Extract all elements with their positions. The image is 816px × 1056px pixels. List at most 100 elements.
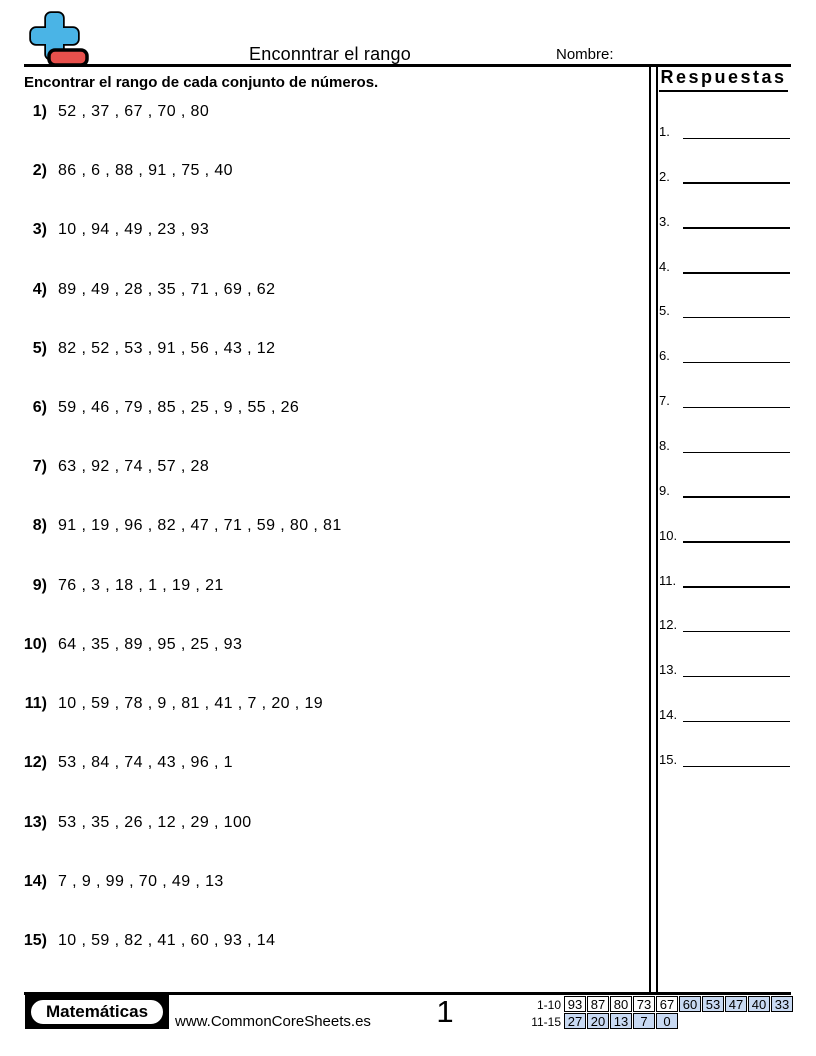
problem-values: 52 , 37 , 67 , 70 , 80 (58, 103, 210, 120)
problem-values: 76 , 3 , 18 , 1 , 19 , 21 (58, 576, 224, 594)
score-grid-row1: 93 87 80 73 67 60 53 47 40 33 (564, 996, 794, 1012)
answer-slot-number: 5. (659, 303, 670, 319)
answer-slot: 12. (655, 617, 795, 637)
problem-values: 53 , 35 , 26 , 12 , 29 , 100 (58, 813, 252, 831)
problem-row: 13) 53 , 35 , 26 , 12 , 29 , 100 (0, 814, 645, 834)
brand-logo-label: Matemáticas (29, 998, 165, 1026)
answer-slot-number: 15. (659, 752, 678, 768)
problem-number: 3) (32, 221, 47, 239)
answer-slot-number: 13. (659, 662, 678, 678)
answer-write-line (683, 406, 790, 409)
score-cell: 73 (633, 996, 655, 1012)
problem-values: 91 , 19 , 96 , 82 , 47 , 71 , 59 , 80 , … (58, 517, 342, 535)
answer-slot: 5. (655, 303, 795, 323)
problem-row: 3) 10 , 94 , 49 , 23 , 93 (0, 221, 645, 241)
problem-number: 6) (32, 399, 47, 417)
problem-number: 2) (32, 162, 47, 180)
answer-write-line (683, 227, 790, 229)
answer-slot-number: 12. (659, 617, 678, 633)
problem-number: 10) (23, 635, 47, 653)
answer-slot: 7. (655, 393, 795, 413)
answer-slot: 6. (655, 348, 795, 368)
problem-row: 10) 64 , 35 , 89 , 95 , 25 , 93 (0, 636, 645, 656)
problem-row: 6) 59 , 46 , 79 , 85 , 25 , 9 , 55 , 26 (0, 399, 645, 419)
answer-slot-number: 9. (659, 482, 670, 498)
answer-slot: 9. (655, 483, 795, 503)
answer-write-line (683, 361, 790, 364)
plus-minus-icon (28, 10, 90, 68)
problem-number: 9) (32, 576, 47, 594)
answer-slot-number: 2. (659, 168, 670, 184)
score-cell: 47 (725, 996, 747, 1012)
problem-row: 12) 53 , 84 , 74 , 43 , 96 , 1 (0, 754, 645, 774)
problem-number: 4) (32, 280, 47, 298)
instruction-text: Encontrar el rango de cada conjunto de n… (24, 74, 379, 91)
answer-slot: 3. (655, 214, 795, 234)
answer-write-line (683, 137, 790, 139)
answer-write-line (683, 541, 790, 543)
problem-row: 4) 89 , 49 , 28 , 35 , 71 , 69 , 62 (0, 281, 645, 301)
score-cell: 40 (748, 996, 770, 1012)
brand-logo: Matemáticas (25, 995, 169, 1029)
score-cell: 33 (771, 996, 793, 1012)
score-row2-label: 11-15 (531, 1015, 561, 1029)
score-cell: 67 (656, 996, 678, 1012)
answers-panel-header: Respuestas (655, 67, 792, 92)
problem-row: 15) 10 , 59 , 82 , 41 , 60 , 93 , 14 (0, 932, 645, 952)
answer-slot: 8. (655, 438, 795, 458)
answer-slot: 14. (655, 707, 795, 727)
answer-write-line (683, 586, 790, 588)
answer-slot: 4. (655, 259, 795, 279)
problem-values: 10 , 59 , 82 , 41 , 60 , 93 , 14 (58, 931, 276, 949)
answer-slot: 15. (655, 752, 795, 772)
problem-row: 14) 7 , 9 , 99 , 70 , 49 , 13 (0, 873, 645, 893)
score-cell: 80 (610, 996, 632, 1012)
problem-row: 11) 10 , 59 , 78 , 9 , 81 , 41 , 7 , 20 … (0, 695, 645, 715)
problem-row: 7) 63 , 92 , 74 , 57 , 28 (0, 458, 645, 478)
answer-write-line (683, 182, 790, 184)
score-cell: 60 (679, 996, 701, 1012)
problem-values: 59 , 46 , 79 , 85 , 25 , 9 , 55 , 26 (58, 399, 300, 417)
answers-panel-title: Respuestas (659, 67, 788, 92)
name-label: Nombre: (556, 46, 614, 63)
header-divider-line (24, 64, 791, 67)
score-cell: 53 (702, 996, 724, 1012)
problem-values: 82 , 52 , 53 , 91 , 56 , 43 , 12 (58, 339, 276, 357)
answer-write-line (683, 272, 790, 274)
score-cell: 87 (587, 996, 609, 1012)
problem-values: 86 , 6 , 88 , 91 , 75 , 40 (58, 162, 233, 180)
answer-slot: 2. (655, 169, 795, 189)
answer-write-line (683, 765, 790, 768)
website-text: www.CommonCoreSheets.es (175, 1013, 371, 1030)
problem-row: 8) 91 , 19 , 96 , 82 , 47 , 71 , 59 , 80… (0, 517, 645, 537)
score-cell: 27 (564, 1013, 586, 1029)
score-cell: 13 (610, 1013, 632, 1029)
answer-slot-number: 1. (659, 124, 670, 139)
answer-slot-number: 4. (659, 258, 670, 274)
answer-slot: 11. (655, 573, 795, 593)
problem-values: 63 , 92 , 74 , 57 , 28 (58, 458, 210, 476)
score-row1-label: 1-10 (536, 998, 561, 1012)
problem-values: 10 , 94 , 49 , 23 , 93 (58, 221, 210, 239)
problem-number: 5) (32, 339, 47, 357)
problem-number: 13) (23, 813, 47, 831)
answer-slot-number: 8. (659, 438, 670, 454)
problem-values: 10 , 59 , 78 , 9 , 81 , 41 , 7 , 20 , 19 (58, 695, 324, 713)
score-cell: 0 (656, 1013, 678, 1029)
answer-slot-number: 14. (659, 707, 678, 723)
problem-number: 1) (32, 103, 47, 120)
answer-write-line (683, 316, 790, 319)
answer-slot: 1. (655, 124, 795, 144)
problem-row: 2) 86 , 6 , 88 , 91 , 75 , 40 (0, 162, 645, 182)
answers-divider-line (649, 66, 658, 993)
problem-number: 7) (32, 458, 47, 476)
answer-slot-number: 6. (659, 348, 670, 364)
answer-write-line (683, 720, 790, 723)
answer-slot: 10. (655, 528, 795, 548)
score-cell: 7 (633, 1013, 655, 1029)
problem-row: 1) 52 , 37 , 67 , 70 , 80 (0, 103, 645, 123)
problem-values: 7 , 9 , 99 , 70 , 49 , 13 (58, 872, 224, 890)
page-number: 1 (436, 994, 454, 1029)
problem-values: 53 , 84 , 74 , 43 , 96 , 1 (58, 754, 233, 772)
